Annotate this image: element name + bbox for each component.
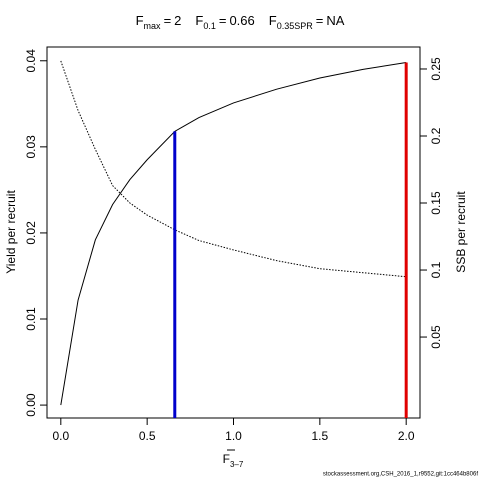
y-tick-label: 0.00 [24,393,38,417]
footer: stockassessment.org,CSH_2016_1,r9552,git… [323,472,478,478]
title-subscript: 0.1 [203,21,216,31]
x-tick-label: 0.0 [52,429,69,443]
x-tick-label: 1.5 [311,429,328,443]
x-tick-label: 2.0 [398,429,415,443]
title-symbol: F [136,13,144,28]
title-sign: = [316,13,324,28]
y2-tick-label: 0.25 [429,57,443,81]
y-tick-label: 0.03 [24,135,38,159]
title-sign: = [219,13,227,28]
y-tick-label: 0.02 [24,221,38,245]
title-subscript: 0.35SPR [277,21,314,31]
x-label-symbol: F [223,452,230,466]
y-tick-label: 0.01 [24,307,38,331]
x-tick-label: 0.5 [139,429,156,443]
y-axis-label: Yield per recruit [4,190,18,274]
title-subscript: max [144,21,162,31]
y2-axis-label: SSB per recruit [454,191,468,273]
title-symbol: F [269,13,277,28]
title-sign: = [164,13,172,28]
x-axis-label: F3–7 [223,452,244,468]
chart-title: Fmax = 2 F0.1 = 0.66 F0.35SPR = NA [136,13,345,31]
y2-tick-label: 0.05 [429,325,443,349]
series-line [60,60,407,278]
x-tick-label: 1.0 [225,429,242,443]
x-label-subscript: 3–7 [230,460,244,469]
series-line [60,62,407,406]
y-tick-label: 0.04 [24,49,38,73]
y2-tick-label: 0.2 [429,127,443,144]
title-value: NA [326,13,344,28]
y2-tick-label: 0.1 [429,261,443,278]
title-value: 0.66 [229,13,254,28]
title-value: 2 [174,13,181,28]
y2-tick-label: 0.15 [429,191,443,215]
title-symbol: F [195,13,203,28]
